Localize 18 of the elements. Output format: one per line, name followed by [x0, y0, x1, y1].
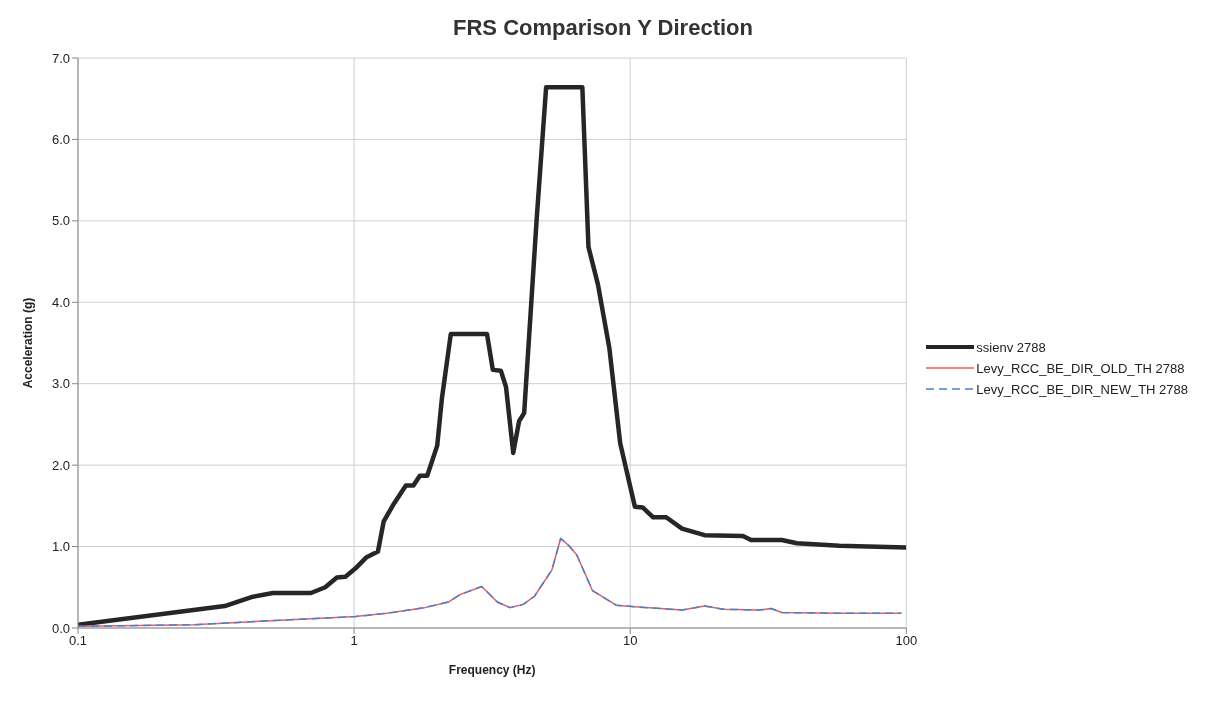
x-axis-title: Frequency (Hz) [448, 663, 536, 677]
x-tick-label: 10 [622, 633, 638, 649]
y-tick-label: 1.0 [51, 539, 70, 555]
legend-label: Levy_RCC_BE_DIR_NEW_TH 2788 [976, 381, 1188, 397]
y-tick-label: 4.0 [51, 294, 70, 310]
y-tick-label: 6.0 [51, 132, 70, 148]
y-tick-label: 0.0 [51, 620, 70, 636]
chart-title: FRS Comparison Y Direction [452, 14, 754, 42]
legend-label: ssienv 2788 [976, 339, 1046, 355]
x-tick-label: 0.1 [68, 633, 88, 649]
y-axis-title: Acceleration (g) [21, 297, 36, 389]
x-tick-label: 1 [350, 633, 358, 649]
y-tick-label: 2.0 [51, 457, 70, 473]
y-tick-label: 3.0 [51, 376, 70, 392]
x-tick-label: 100 [895, 633, 918, 649]
legend-label: Levy_RCC_BE_DIR_OLD_TH 2788 [976, 360, 1185, 376]
y-tick-label: 7.0 [51, 50, 70, 66]
y-tick-label: 5.0 [51, 213, 70, 229]
